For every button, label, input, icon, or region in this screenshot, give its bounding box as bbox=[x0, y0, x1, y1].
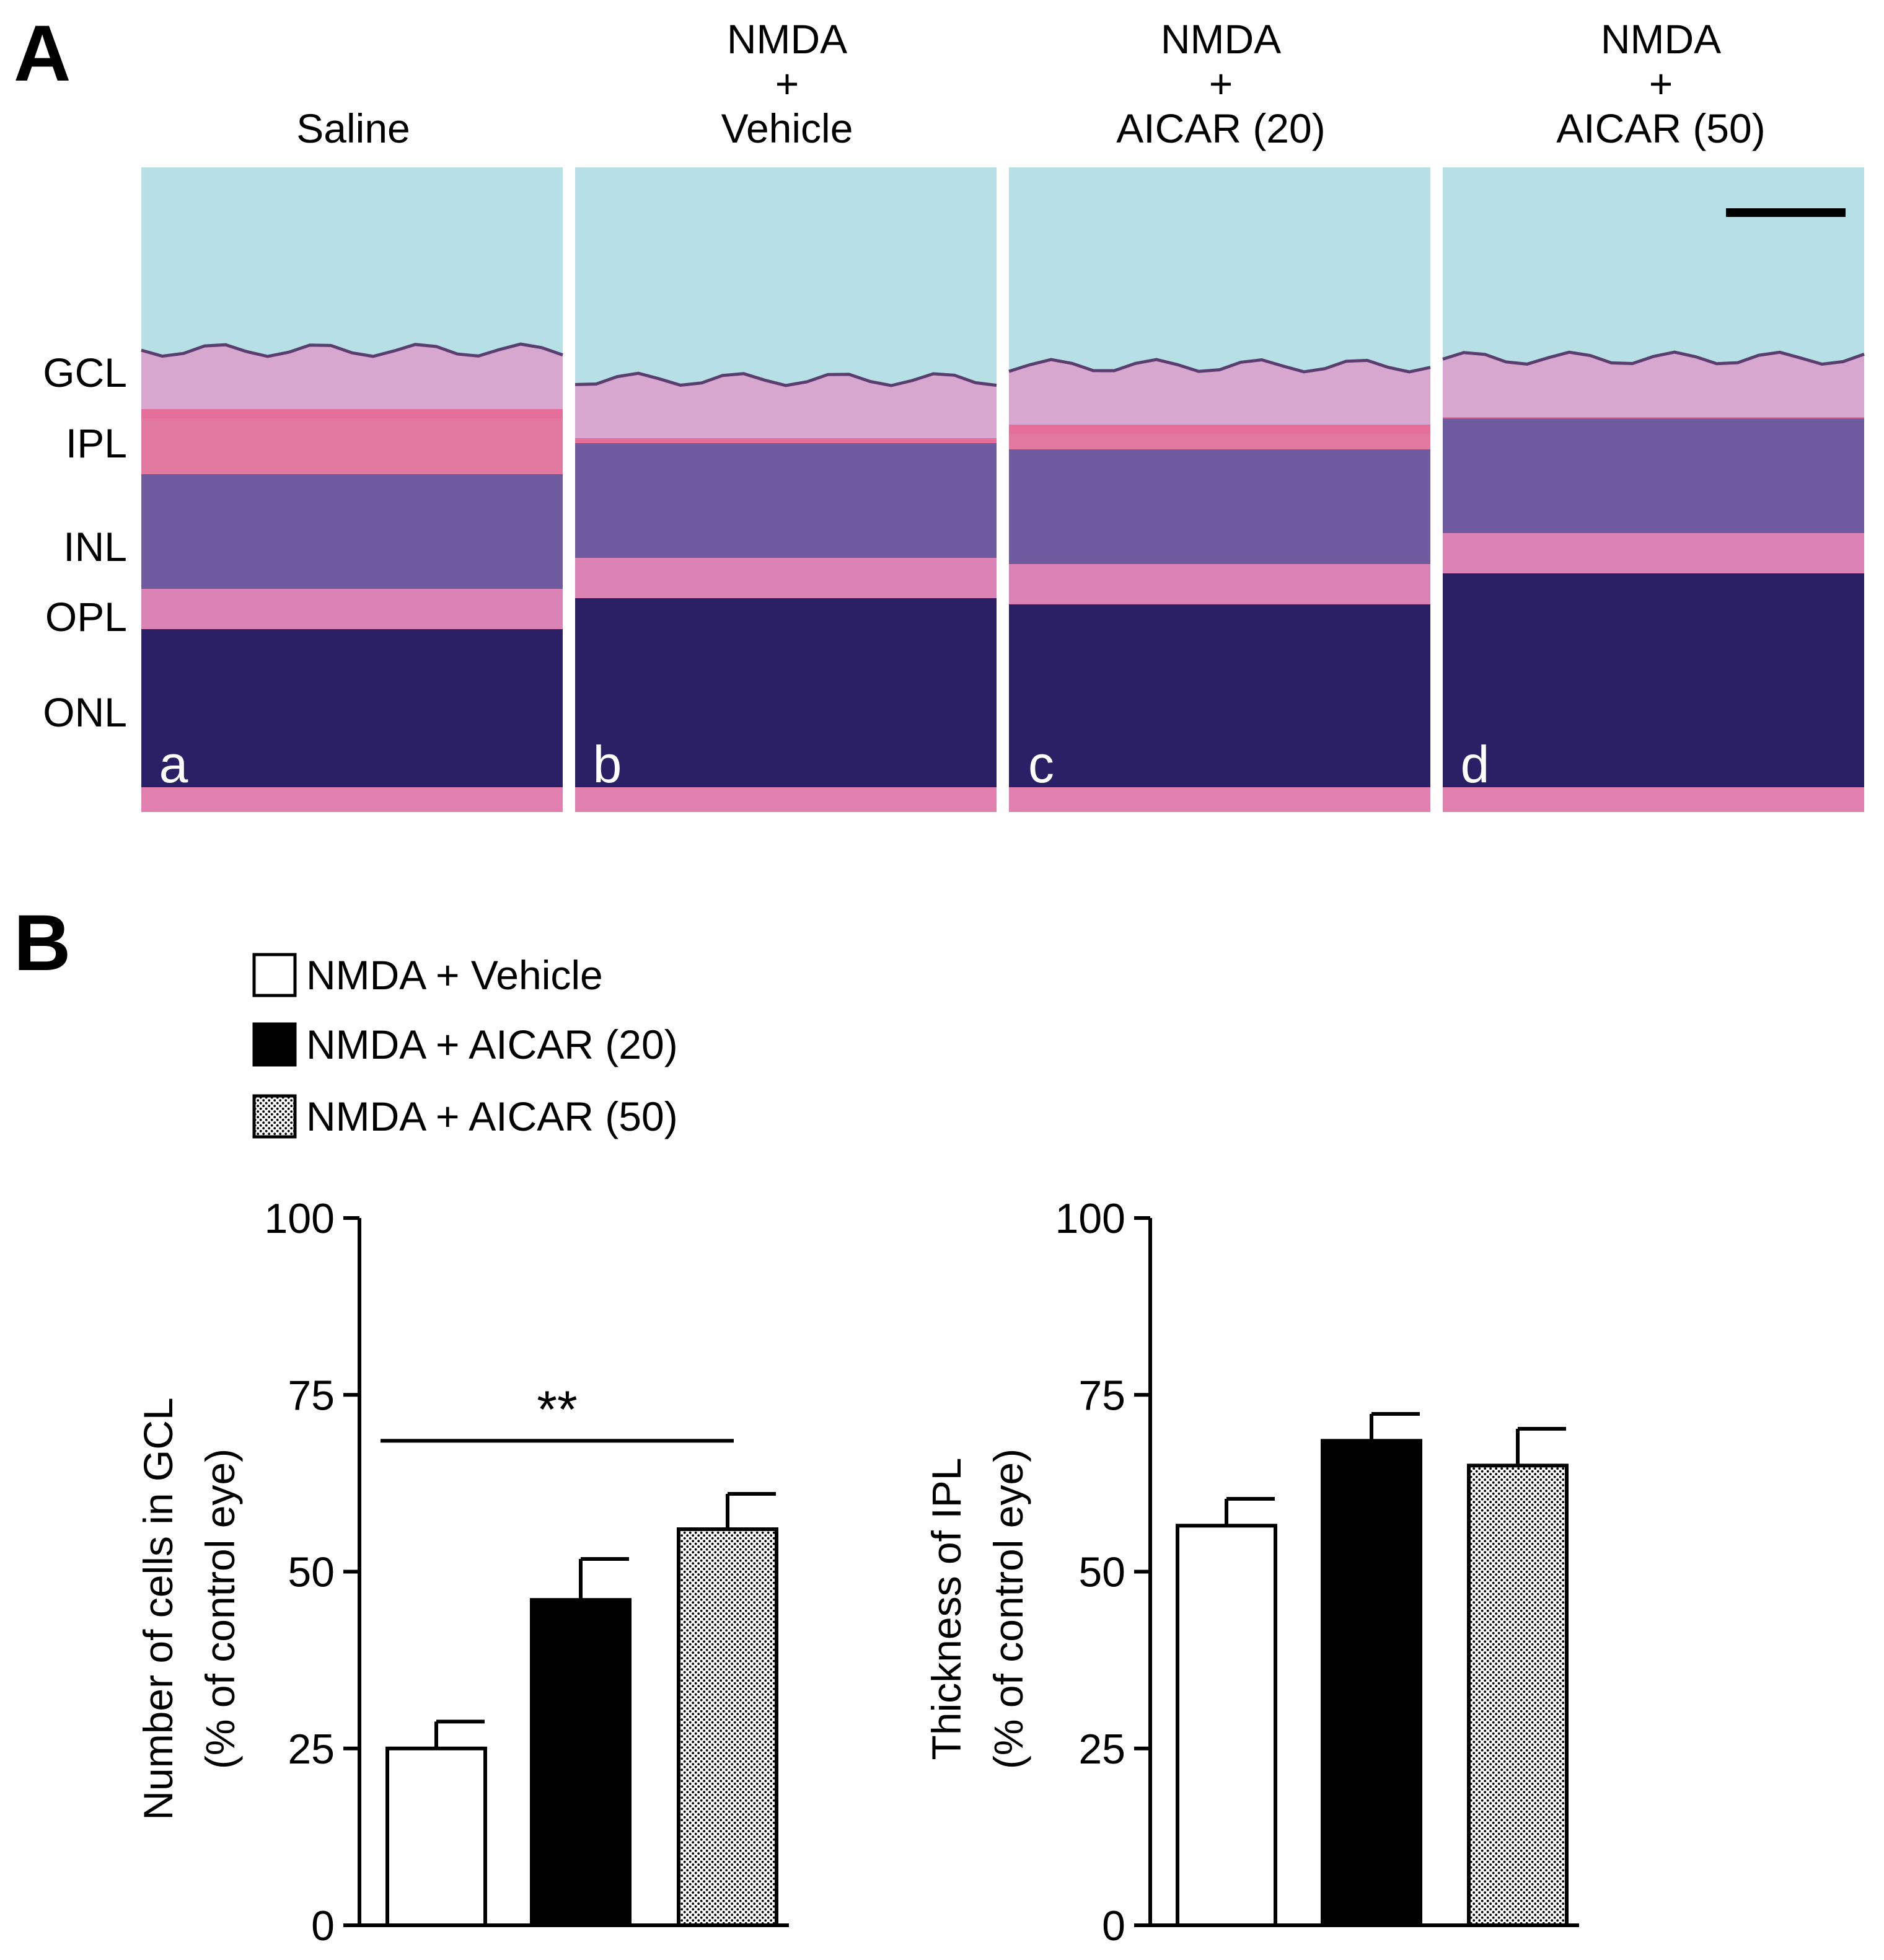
ipl-layer bbox=[141, 409, 563, 474]
panel-label-b: b bbox=[593, 735, 622, 793]
column-header-2-line-1: NMDA bbox=[727, 16, 847, 62]
layer-label-inl: INL bbox=[63, 524, 127, 570]
y-tick-label-50: 50 bbox=[1078, 1549, 1125, 1596]
y-tick-label-50: 50 bbox=[288, 1549, 335, 1596]
legend-label-2: NMDA + AICAR (20) bbox=[306, 1022, 678, 1067]
outer-segment-layer bbox=[141, 787, 563, 812]
outer-segment-layer bbox=[575, 787, 997, 812]
onl-layer bbox=[1009, 604, 1430, 787]
inl-layer bbox=[575, 443, 997, 558]
legend-label-1: NMDA + Vehicle bbox=[306, 952, 603, 998]
chart-legend: NMDA + Vehicle NMDA + AICAR (20) NMDA + AI… bbox=[252, 952, 678, 1139]
y-tick-label-0: 0 bbox=[1102, 1902, 1125, 1949]
y-tick-label-0: 0 bbox=[311, 1902, 335, 1949]
legend-label-3: NMDA + AICAR (50) bbox=[306, 1093, 678, 1139]
layer-label-onl: ONL bbox=[43, 689, 127, 735]
layer-label-ipl: IPL bbox=[66, 420, 127, 466]
bar-nmda-vehicle bbox=[1176, 1524, 1277, 1927]
inl-layer bbox=[1443, 418, 1864, 533]
opl-layer bbox=[141, 589, 563, 629]
ipl-layer bbox=[575, 438, 997, 443]
outer-segment-layer bbox=[1009, 787, 1430, 812]
significance-label-1: ** bbox=[537, 1380, 577, 1438]
panel-label-d: d bbox=[1461, 735, 1490, 793]
legend-swatch-2 bbox=[252, 1022, 297, 1067]
column-header-3-line-1: NMDA bbox=[1161, 16, 1281, 62]
y-tick-label-25: 25 bbox=[1078, 1726, 1125, 1773]
y-axis-label-line-1: Thickness of IPL bbox=[923, 1458, 969, 1760]
bar-nmda-vehicle bbox=[385, 1746, 487, 1927]
gcl-layer bbox=[1009, 360, 1430, 434]
bar-nmda-aicar-50 bbox=[1467, 1463, 1569, 1928]
column-header-2-line-3: Vehicle bbox=[721, 105, 853, 151]
retina-surface-line bbox=[574, 371, 997, 387]
opl-layer bbox=[1443, 533, 1864, 573]
column-header-3-line-2: + bbox=[1209, 61, 1233, 107]
layer-label-opl: OPL bbox=[45, 594, 127, 640]
retina-surface-line bbox=[1442, 350, 1865, 366]
histology-image-a: a bbox=[141, 167, 563, 812]
gcl-layer bbox=[141, 344, 563, 418]
column-header-4-line-3: AICAR (50) bbox=[1556, 105, 1765, 151]
retina-surface-line bbox=[1008, 358, 1431, 374]
panel-label-c: c bbox=[1028, 735, 1054, 793]
onl-layer bbox=[141, 629, 563, 787]
y-tick-label-75: 75 bbox=[288, 1372, 335, 1419]
outer-segment-layer bbox=[1443, 787, 1864, 812]
column-header-4-line-1: NMDA bbox=[1601, 16, 1721, 62]
panel-a-letter: A bbox=[14, 9, 71, 98]
onl-layer bbox=[1443, 573, 1864, 787]
ipl-layer bbox=[1443, 417, 1864, 418]
histology-image-b: b bbox=[574, 167, 997, 812]
histology-image-d: d bbox=[1442, 167, 1865, 812]
bar-nmda-aicar-50 bbox=[677, 1527, 778, 1928]
legend-swatch-1 bbox=[252, 953, 297, 997]
column-header-4-line-2: + bbox=[1649, 61, 1673, 107]
bar-nmda-aicar-20 bbox=[530, 1598, 632, 1927]
y-tick-label-100: 100 bbox=[265, 1195, 335, 1242]
gcl-layer bbox=[1443, 352, 1864, 426]
y-axis-label-line-2: (% of control eye) bbox=[197, 1449, 243, 1769]
column-header-3-line-3: AICAR (20) bbox=[1116, 105, 1325, 151]
panel-b-letter: B bbox=[14, 899, 71, 987]
layer-label-gcl: GCL bbox=[43, 350, 127, 395]
ipl-thickness-chart: 0 25 50 75 100 Thickness of IPL (% of control … bbox=[923, 1195, 1579, 1949]
y-tick-label-25: 25 bbox=[288, 1726, 335, 1773]
inl-layer bbox=[1009, 449, 1430, 564]
column-header-2-line-2: + bbox=[775, 61, 799, 107]
gcl-cell-count-chart: 0 25 50 75 100 Number of cells in GCL (% of co… bbox=[135, 1195, 789, 1949]
ipl-layer bbox=[1009, 425, 1430, 449]
y-tick-label-75: 75 bbox=[1078, 1372, 1125, 1419]
legend-swatch-3 bbox=[252, 1094, 297, 1139]
histology-image-c: c bbox=[1008, 167, 1431, 812]
y-tick-label-100: 100 bbox=[1055, 1195, 1125, 1242]
y-axis-label-line-2: (% of control eye) bbox=[985, 1449, 1031, 1769]
opl-layer bbox=[575, 558, 997, 598]
bar-nmda-aicar-20 bbox=[1321, 1439, 1422, 1928]
y-axis-label-line-1: Number of cells in GCL bbox=[135, 1397, 181, 1820]
gcl-layer bbox=[575, 373, 997, 448]
inl-layer bbox=[141, 474, 563, 589]
column-header-1-line-1: Saline bbox=[296, 105, 410, 151]
onl-layer bbox=[575, 598, 997, 787]
scale-bar bbox=[1726, 208, 1846, 217]
panel-label-a: a bbox=[159, 735, 188, 793]
retina-surface-line bbox=[141, 342, 563, 358]
opl-layer bbox=[1009, 564, 1430, 604]
